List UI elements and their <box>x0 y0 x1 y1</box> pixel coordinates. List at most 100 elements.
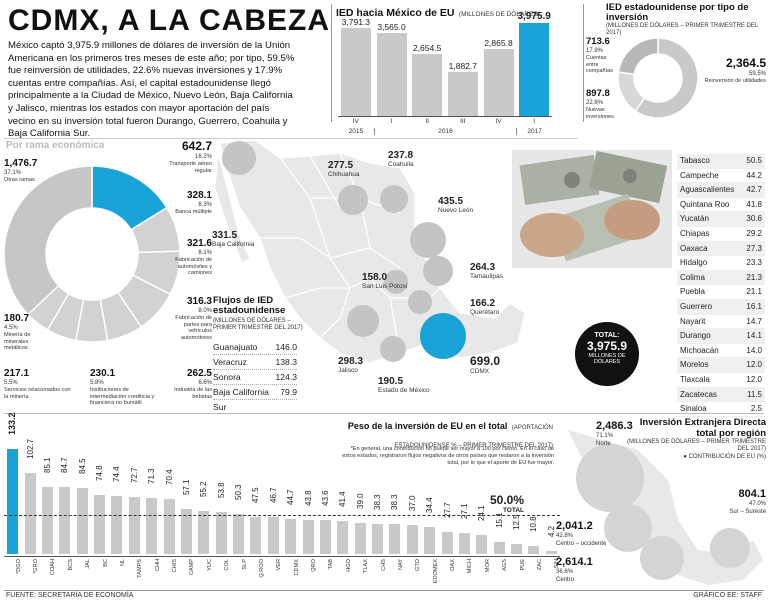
sector-label: 180.7 4.5% Minería de minerales metálicos <box>4 313 44 352</box>
sector-label-value: 1,476.7 <box>4 158 38 169</box>
quarterly-axis-line <box>338 116 552 117</box>
ranking-row: Tlaxcala 12.0 <box>677 373 765 388</box>
ranking-value: 14.0 <box>746 345 762 355</box>
flows-row: Veracruz 138.3 <box>213 355 297 370</box>
sector-label-name: Servicios relacionados con la minería <box>4 387 71 400</box>
region-name: Centro <box>556 577 575 583</box>
type-donut-slice <box>617 37 659 76</box>
quarterly-tick-label: I <box>533 118 536 125</box>
sector-label-name: Banca múltiple <box>175 209 212 215</box>
region-bubble-centro-occidente <box>604 504 652 552</box>
ranking-row: Guerrero 16.1 <box>677 299 765 315</box>
weight-bar-label: 10.8 <box>529 515 539 532</box>
type-item-name: Reinversión de utilidades <box>704 78 766 84</box>
region-pct: 71.1% <box>596 433 614 439</box>
quarterly-bar <box>412 54 443 116</box>
weight-bar-label: 133.2 <box>7 412 18 436</box>
weight-avg-label: TOTAL <box>502 506 524 514</box>
weight-bar-label: 72.7 <box>129 467 139 483</box>
ranking-row: Quintana Roo 41.8 <box>677 198 765 213</box>
type-item-0: 713.6 17.9% Cuentas entre compañías <box>586 36 620 75</box>
weight-bar <box>267 517 279 554</box>
ranking-state: Aguascalientes <box>680 185 735 195</box>
weight-bar <box>302 519 314 554</box>
ranking-value: 21.1 <box>746 287 762 297</box>
weight-bar <box>406 524 418 554</box>
ranking-row: Nayarit 14.7 <box>677 315 765 330</box>
weight-bar-label: 24.1 <box>477 505 487 522</box>
state-value: 166.2 <box>470 298 496 309</box>
weight-bar <box>493 542 505 554</box>
flows-state: Baja California Sur <box>213 387 269 412</box>
sector-label-pct: 5.8% <box>90 380 104 386</box>
type-item-name: Cuentas entre compañías <box>586 55 613 74</box>
weight-bar <box>476 535 488 554</box>
intro-text: México captó 3,975.9 millones de dólares… <box>8 40 295 140</box>
state-name: Jalisco <box>338 367 358 374</box>
quarterly-bar-label: 2,865.8 <box>484 38 513 49</box>
sector-label: 262.5 6.6% Industria de las bebidas <box>162 368 212 400</box>
ranking-row: Zacatecas 11.5 <box>677 387 765 403</box>
quarterly-tick-label: IV <box>352 118 359 125</box>
quarterly-bar-label: 1,882.7 <box>448 61 478 72</box>
ranking-state: Tlaxcala <box>680 374 710 384</box>
ranking-row: Colima 21.3 <box>677 270 765 286</box>
weight-bar-label: 71.3 <box>147 468 157 484</box>
weight-bar-label: 70.4 <box>164 469 174 485</box>
type-chart-subtitle: (MILLONES DE DÓLARES – PRIMER TRIMESTRE … <box>606 23 759 36</box>
state-label: 699.0 CDMX <box>470 354 530 375</box>
quarterly-bar-label: 3,791.3 <box>341 16 371 27</box>
weight-tick-label: *GRO <box>33 559 40 574</box>
state-name: CDMX <box>470 368 490 375</box>
flows-row: Baja California Sur 79.9 <box>213 385 297 412</box>
weight-bar <box>24 473 36 554</box>
ranking-state: Hidalgo <box>680 258 708 268</box>
ranking-state: Puebla <box>680 287 705 297</box>
flows-state: Veracruz <box>213 357 247 367</box>
type-item-name: Nuevas inversiones <box>586 107 614 120</box>
sector-label-value: 321.6 <box>186 238 212 249</box>
ranking-row: Yucatán 30.6 <box>677 212 765 227</box>
state-name: Nuevo León <box>438 207 474 214</box>
sector-label-name: Transporte aéreo regular <box>169 161 212 174</box>
quarterly-year-label: 2017 <box>516 128 552 135</box>
weight-bar-label: 57.1 <box>181 479 191 496</box>
ranking-value: 11.5 <box>747 389 762 399</box>
weight-axis: *DGO *GRO COAH BCS JAL BC NL TAMPS CHH CHIS CAMP YU… <box>4 556 560 584</box>
weight-bar-label: 34.4 <box>425 497 435 513</box>
weight-bar <box>215 511 227 554</box>
weight-bar-label: 46.7 <box>268 487 278 504</box>
weight-bar <box>76 487 88 554</box>
quarterly-year-label: 2016 <box>373 128 517 135</box>
weight-bar-label: 84.5 <box>77 458 87 474</box>
weight-bar <box>458 532 470 554</box>
state-name: Baja California <box>212 241 255 248</box>
sector-label-value: 328.1 <box>186 190 212 201</box>
ranking-value: 42.7 <box>746 185 762 195</box>
weight-tick-label: PUE <box>519 559 526 571</box>
state-value: 158.0 <box>362 272 388 283</box>
weight-tick-label: CAMP <box>189 559 196 576</box>
sector-label: 328.1 8.3% Banca múltiple <box>162 190 212 216</box>
weight-tick-label: MOR <box>484 559 491 573</box>
weight-tick-label: CHS <box>380 559 387 571</box>
sector-label-value: 180.7 <box>4 313 30 324</box>
weight-tick-label: OAX <box>450 559 457 571</box>
sector-title: Por rama económica <box>6 140 105 151</box>
quarterly-bar <box>376 32 407 116</box>
divider <box>331 4 332 122</box>
weight-tick-label: TAB <box>328 559 335 570</box>
ranking-state: Nayarit <box>680 316 706 326</box>
state-value: 331.5 <box>212 230 238 241</box>
weight-bar-label: 12.5 <box>512 514 522 531</box>
quarterly-tick-label: III <box>460 118 466 125</box>
weight-bar-label: 37.0 <box>407 495 417 511</box>
divider <box>583 4 584 122</box>
quarterly-chart-title: IED hacia México de EU <box>336 7 455 19</box>
ranking-value: 14.7 <box>746 316 762 326</box>
weight-tick-label: COAH <box>50 559 57 576</box>
weight-bar-label: 27.7 <box>442 502 452 519</box>
weight-bar-label: 53.8 <box>216 482 226 498</box>
ranking-state: Zacatecas <box>680 389 717 399</box>
region-item-0: 2,486.3 71.1% Norte <box>596 420 633 448</box>
